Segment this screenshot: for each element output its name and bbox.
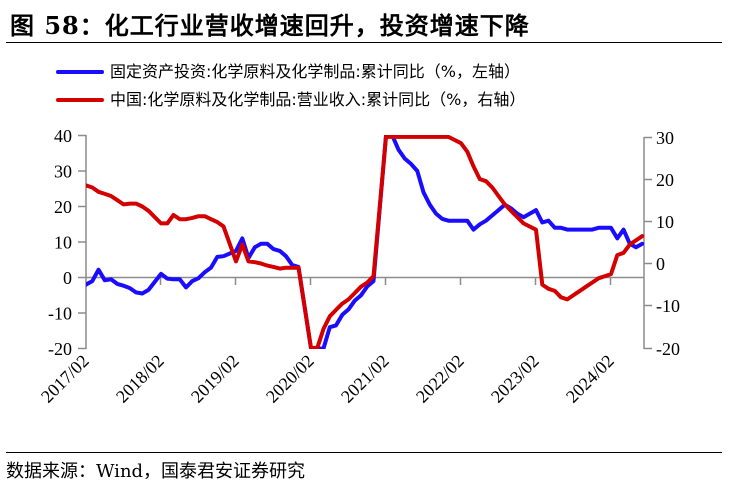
right-tick-label: 20 bbox=[656, 170, 674, 190]
x-tick-label: 2022/02 bbox=[412, 351, 468, 407]
right-tick-label: -10 bbox=[656, 296, 680, 316]
investment-series-line bbox=[86, 135, 644, 349]
legend-label-revenue: 中国:化学原料及化学制品:营业收入:累计同比（%，右轴） bbox=[110, 90, 526, 109]
left-y-axis bbox=[78, 134, 87, 350]
left-tick-label: 10 bbox=[54, 233, 72, 253]
legend-item-revenue: 中国:化学原料及化学制品:营业收入:累计同比（%，右轴） bbox=[56, 86, 525, 114]
x-tick-label: 2024/02 bbox=[562, 351, 618, 407]
left-tick-label: 40 bbox=[54, 126, 72, 146]
x-tick-label: 2021/02 bbox=[337, 351, 393, 407]
left-tick-label: -20 bbox=[48, 339, 72, 359]
right-y-axis bbox=[643, 136, 652, 350]
left-tick-label: 20 bbox=[54, 197, 72, 217]
chart-title: 图 58：化工行业营收增速回升，投资增速下降 bbox=[10, 11, 530, 40]
right-tick-label: 30 bbox=[656, 128, 674, 148]
right-tick-label: 0 bbox=[656, 254, 665, 274]
right-tick-label: -20 bbox=[656, 339, 680, 359]
x-axis-labels: 2017/02 2018/02 2019/02 2020/02 2021/02 … bbox=[37, 351, 618, 407]
x-tick-label: 2020/02 bbox=[262, 351, 318, 407]
chart-legend: 固定资产投资:化学原料及化学制品:累计同比（%，左轴） 中国:化学原料及化学制品… bbox=[56, 58, 525, 114]
legend-item-investment: 固定资产投资:化学原料及化学制品:累计同比（%，左轴） bbox=[56, 58, 525, 86]
source-divider bbox=[6, 452, 722, 453]
data-source-note: 数据来源：Wind，国泰君安证券研究 bbox=[6, 461, 306, 482]
left-tick-label: 0 bbox=[63, 268, 72, 288]
x-tick-label: 2018/02 bbox=[112, 351, 168, 407]
x-tick-label: 2019/02 bbox=[187, 351, 243, 407]
right-tick-label: 10 bbox=[656, 212, 674, 232]
blue-line-swatch-icon bbox=[56, 70, 104, 74]
red-line-swatch-icon bbox=[56, 98, 104, 102]
x-tick-label: 2023/02 bbox=[487, 351, 543, 407]
left-y-axis-labels: 40 30 20 10 0 -10 -20 bbox=[48, 126, 72, 359]
left-tick-label: -10 bbox=[48, 304, 72, 324]
left-tick-label: 30 bbox=[54, 162, 72, 182]
legend-label-investment: 固定资产投资:化学原料及化学制品:累计同比（%，左轴） bbox=[110, 62, 520, 81]
right-y-axis-labels: 30 20 10 0 -10 -20 bbox=[656, 128, 680, 359]
x-tick-label: 2017/02 bbox=[37, 351, 93, 407]
revenue-series-line bbox=[86, 135, 644, 349]
title-divider bbox=[6, 42, 722, 43]
